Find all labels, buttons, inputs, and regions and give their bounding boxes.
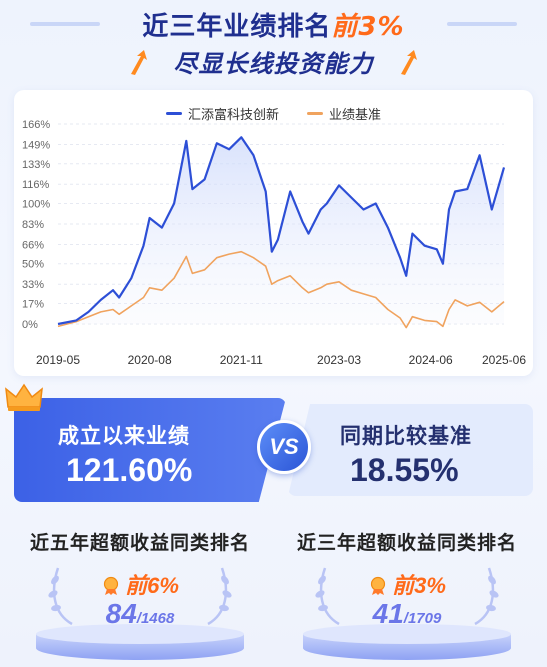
rank-five-year: 近五年超额收益同类排名 前6% 84/1468 — [14, 524, 266, 664]
rank-five-year-number: 84/1468 — [14, 598, 266, 630]
hero-title-prefix: 近三年业绩排名 — [142, 12, 332, 42]
y-tick-label: 116% — [22, 179, 50, 191]
vs-badge: VS — [257, 420, 311, 474]
fund-performance-card — [14, 398, 286, 502]
benchmark-performance-label: 同期比较基准 — [340, 425, 472, 448]
rising-arrow-icon — [401, 50, 417, 75]
y-tick-label: 50% — [22, 259, 44, 271]
x-tick-label: 2019-05 — [36, 353, 80, 367]
rank-five-year-position: 84 — [105, 598, 137, 629]
rank-three-year-percent: 前3% — [392, 573, 446, 598]
x-tick-label: 2020-08 — [128, 353, 172, 367]
rank-three-year: 近三年超额收益同类排名 前3% 41/1709 — [281, 524, 533, 664]
rank-five-year-title: 近五年超额收益同类排名 — [29, 533, 250, 554]
hero-subtitle: 尽显长线投资能力 — [173, 50, 374, 78]
x-tick-label: 2025-06 — [482, 353, 526, 367]
rank-three-year-position: 41 — [372, 598, 404, 629]
y-tick-label: 133% — [22, 159, 50, 171]
y-tick-label: 0% — [22, 319, 38, 331]
hero-title: 近三年业绩排名前3% — [0, 6, 547, 43]
podium-base — [36, 624, 244, 660]
fund-performance-label: 成立以来业绩 — [58, 425, 190, 448]
y-tick-label: 33% — [22, 279, 44, 291]
fund-performance-value: 121.60% — [66, 452, 193, 488]
benchmark-performance-card — [288, 404, 533, 496]
y-tick-label: 149% — [22, 139, 50, 151]
benchmark-performance-value: 18.55% — [350, 452, 459, 488]
rank-five-year-label: 前6% — [14, 568, 266, 600]
rank-five-year-percent: 前6% — [125, 573, 179, 598]
laurel-right-icon — [474, 567, 499, 626]
legend-item-benchmark: 业绩基准 — [307, 104, 381, 123]
rising-arrow-icon — [131, 50, 147, 75]
line-chart: 0% 17% 33% 50% 66% 83% 100% 116% 133% 149% 166% 201… — [22, 119, 526, 367]
legend-item-fund: 汇添富科技创新 — [165, 104, 279, 123]
comparison-panel — [14, 398, 533, 502]
laurel-right-icon — [207, 567, 232, 626]
y-tick-label: 100% — [22, 199, 50, 211]
x-tick-label: 2023-03 — [317, 353, 361, 367]
x-tick-label: 2021-11 — [220, 353, 263, 367]
podium-base — [303, 624, 511, 660]
rank-three-year-total: /1709 — [403, 610, 442, 627]
y-tick-label: 66% — [22, 239, 44, 251]
y-tick-label: 17% — [22, 298, 44, 310]
fund-series-line — [57, 136, 506, 326]
x-tick-label: 2024-06 — [409, 353, 453, 367]
legend-swatch-fund — [165, 112, 182, 115]
hero-banner: 近三年业绩排名前3% 尽显长线投资能力 — [0, 0, 547, 88]
laurel-left-icon — [315, 567, 340, 626]
decor-bar-right — [447, 22, 517, 26]
medal-icon — [370, 576, 386, 595]
rank-three-year-label: 前3% — [281, 568, 533, 600]
y-tick-label: 166% — [22, 119, 50, 131]
chart-card: 汇添富科技创新 业绩基准 0% 17% 33% 50% 66% 83% 100% 116% 13… — [14, 90, 533, 376]
rank-five-year-total: /1468 — [136, 610, 175, 627]
crown-icon — [5, 383, 43, 411]
medal-icon — [103, 576, 119, 595]
hero-title-highlight: 前3% — [331, 12, 405, 42]
rank-three-year-number: 41/1709 — [281, 598, 533, 630]
rank-three-year-title: 近三年超额收益同类排名 — [296, 533, 517, 554]
y-tick-label: 83% — [22, 219, 44, 231]
legend-label-benchmark: 业绩基准 — [329, 107, 382, 122]
benchmark-series-line — [57, 250, 505, 329]
decor-bar-left — [30, 22, 100, 26]
laurel-left-icon — [48, 567, 73, 626]
legend-label-fund: 汇添富科技创新 — [187, 107, 279, 122]
legend-swatch-benchmark — [307, 112, 323, 115]
chart-legend: 汇添富科技创新 业绩基准 — [14, 104, 533, 123]
